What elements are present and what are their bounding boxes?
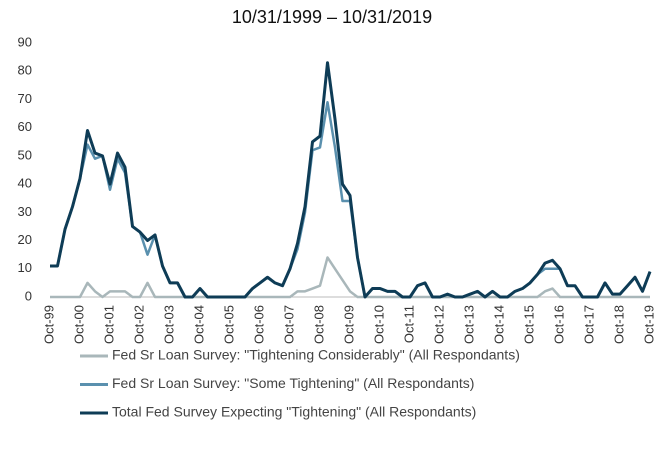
legend-label: Total Fed Survey Expecting "Tightening" … [112,404,476,420]
x-tick-label: Oct-05 [221,305,236,344]
y-tick-label: 50 [18,147,32,162]
y-tick-label: 80 [18,63,32,78]
series-line [50,61,652,299]
x-tick-label: Oct-00 [71,305,86,344]
series-line [50,256,650,299]
x-tick-label: Oct-13 [461,305,476,344]
x-tick-label: Oct-11 [401,305,416,343]
x-tick-label: Oct-03 [161,305,176,344]
x-tick-label: Oct-16 [551,305,566,344]
legend-label: Fed Sr Loan Survey: "Tightening Consider… [112,347,520,363]
x-tick-label: Oct-12 [431,305,446,344]
x-tick-label: Oct-14 [491,305,506,344]
y-tick-label: 20 [18,232,32,247]
x-tick-label: Oct-15 [521,305,536,344]
x-tick-label: Oct-10 [371,305,386,344]
x-tick-label: Oct-99 [41,305,56,344]
y-tick-label: 60 [18,119,32,134]
x-tick-label: Oct-04 [191,305,206,344]
legend-label: Fed Sr Loan Survey: "Some Tightening" (A… [112,375,474,391]
x-tick-label: Oct-06 [251,305,266,344]
y-tick-label: 40 [18,176,32,191]
chart-title: 10/31/1999 – 10/31/2019 [232,7,432,27]
x-tick-label: Oct-08 [311,305,326,344]
x-tick-label: Oct-17 [581,305,596,344]
y-tick-label: 0 [25,288,32,303]
y-tick-label: 10 [18,260,32,275]
x-tick-label: Oct-09 [341,305,356,344]
x-tick-label: Oct-07 [281,305,296,344]
y-tick-label: 70 [18,91,32,106]
x-tick-label: Oct-19 [641,305,656,344]
x-tick-label: Oct-02 [131,305,146,344]
x-tick-label: Oct-18 [611,305,626,344]
y-tick-label: 30 [18,204,32,219]
y-tick-label: 90 [18,34,32,49]
x-tick-label: Oct-01 [101,305,116,344]
